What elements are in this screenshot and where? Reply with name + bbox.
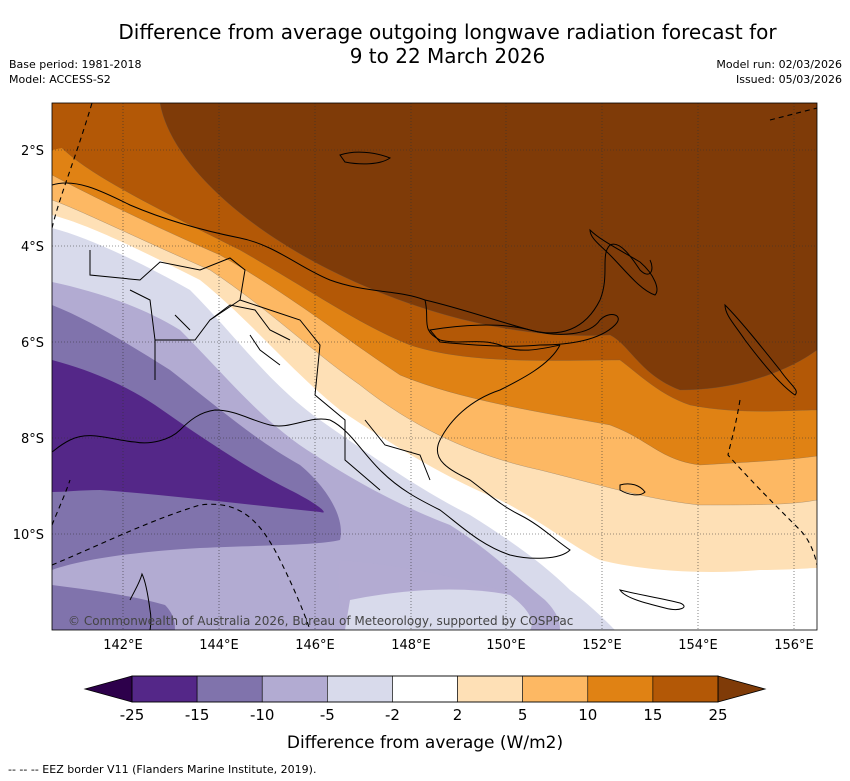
colorbar-segments: [131, 675, 719, 703]
colorbar-tick-label: -5: [320, 706, 335, 724]
colorbar: -25 -15 -10 -5 -2 2 5 10 15 25: [83, 675, 767, 724]
base-period: Base period: 1981-2018: [9, 58, 142, 71]
copyright-text: © Commonwealth of Australia 2026, Bureau…: [68, 614, 573, 628]
new-guinea-southeast-coast: [329, 299, 571, 559]
province-borders: [89, 250, 431, 491]
eez-borders: [52, 103, 817, 630]
lon-label: 154°E: [678, 638, 718, 653]
eez-east-upper: [769, 107, 817, 121]
colorbar-label: Difference from average (W/m2): [286, 733, 564, 753]
band-neg-10-15-south: [52, 585, 175, 630]
lat-label: 10°S: [13, 528, 44, 543]
colorbar-segment: [522, 675, 589, 703]
lat-label: 8°S: [21, 432, 44, 447]
lon-label: 156°E: [774, 638, 814, 653]
border-east: [364, 419, 431, 481]
colorbar-segment: [392, 675, 458, 703]
lat-labels: 2°S 4°S 6°S 8°S 10°S: [13, 144, 44, 543]
border-west: [89, 250, 246, 380]
colorbar-under-arrow: [83, 675, 133, 703]
woodlark-island: [619, 483, 646, 496]
colorbar-segment: [587, 675, 654, 703]
map-title: Difference from average outgoing longwav…: [70, 20, 825, 68]
manus-island: [339, 151, 392, 165]
band-neg-2-5-south: [345, 589, 532, 630]
colorbar-tick-label: -15: [185, 706, 210, 724]
lat-label: 2°S: [21, 144, 44, 159]
colorbar-over-arrow: [717, 675, 767, 703]
eez-footnote: -- -- -- EEZ border V11 (Flanders Marine…: [8, 763, 317, 776]
eez-south: [52, 503, 311, 630]
lon-label: 146°E: [295, 638, 335, 653]
contour-lines: [52, 103, 817, 506]
lon-label: 144°E: [199, 638, 239, 653]
colorbar-tick-label: -25: [120, 706, 145, 724]
model-name: Model: ACCESS-S2: [9, 73, 111, 86]
new-britain: [429, 314, 619, 347]
colorbar-tick-label: -10: [250, 706, 275, 724]
band-neg-15-25: [52, 360, 324, 513]
colorbar-ticks: -25 -15 -10 -5 -2 2 5 10 15 25: [120, 706, 728, 724]
meta-right: Model run: 02/03/2026 Issued: 05/03/2026: [716, 57, 842, 87]
colorbar-tick-label: 5: [518, 706, 528, 724]
colorbar-frame: [131, 675, 719, 703]
colorbar-segment: [652, 675, 719, 703]
colorbar-segment: [196, 675, 263, 703]
colorbar-tick-label: 2: [453, 706, 463, 724]
lon-labels: 142°E 144°E 146°E 148°E 150°E 152°E 154°…: [103, 638, 814, 653]
lat-label: 6°S: [21, 336, 44, 351]
title-line-1: Difference from average outgoing longwav…: [118, 20, 777, 44]
model-run: Model run: 02/03/2026: [716, 58, 842, 71]
colorbar-segment: [457, 675, 523, 703]
coastlines: [52, 151, 797, 630]
colorbar-segment: [261, 675, 328, 703]
colorbar-tick-label: 25: [708, 706, 727, 724]
border-central: [239, 299, 381, 491]
lon-label: 152°E: [582, 638, 622, 653]
lat-label: 4°S: [21, 240, 44, 255]
meta-left: Base period: 1981-2018 Model: ACCESS-S2: [9, 57, 141, 87]
eez-west-south: [52, 479, 71, 526]
colorbar-tick-label: 15: [643, 706, 662, 724]
colorbar-tick-label: 10: [578, 706, 597, 724]
eez-west: [52, 103, 93, 229]
bougainville: [724, 303, 797, 396]
border-inner: [129, 289, 281, 366]
issued-date: Issued: 05/03/2026: [735, 73, 842, 86]
lon-label: 150°E: [486, 638, 526, 653]
new-guinea-north-coast: [52, 182, 653, 334]
title-line-2: 9 to 22 March 2026: [349, 44, 546, 68]
cape-york: [129, 572, 152, 630]
colorbar-segment: [131, 675, 198, 703]
colorbar-tick-label: -2: [385, 706, 400, 724]
gridlines: [52, 103, 817, 630]
louisiade-islands: [618, 589, 685, 610]
anomaly-field: [52, 103, 817, 630]
lon-label: 142°E: [103, 638, 143, 653]
new-ireland: [589, 228, 658, 296]
map-frame: [51, 102, 818, 631]
eez-east: [727, 399, 817, 566]
new-guinea-south-coast: [52, 409, 331, 453]
border-highlands: [209, 304, 291, 341]
lon-label: 148°E: [391, 638, 431, 653]
colorbar-segment: [327, 675, 393, 703]
